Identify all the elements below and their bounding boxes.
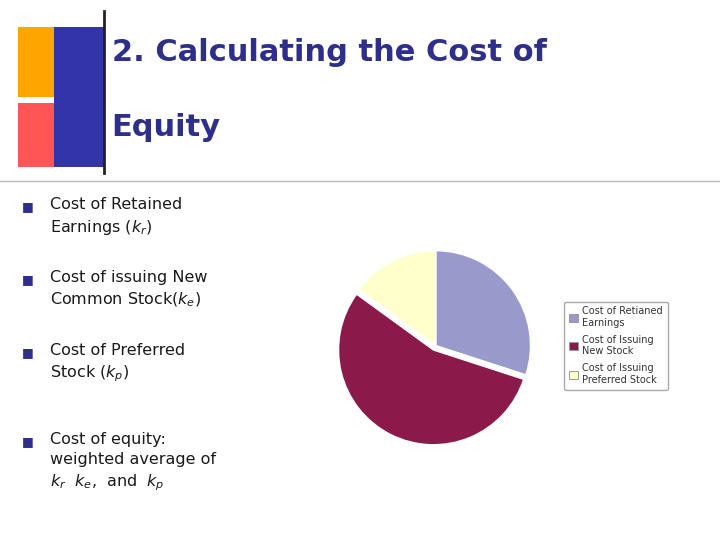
Text: Cost of Retained
Earnings ($k_r$): Cost of Retained Earnings ($k_r$) bbox=[50, 197, 183, 237]
Wedge shape bbox=[436, 251, 531, 375]
Text: Equity: Equity bbox=[112, 113, 221, 143]
Text: ■: ■ bbox=[22, 346, 33, 359]
Text: ■: ■ bbox=[22, 200, 33, 213]
Text: ■: ■ bbox=[22, 435, 33, 448]
Text: Cost of equity:
weighted average of
$k_r$  $k_e$,  and  $k_p$: Cost of equity: weighted average of $k_r… bbox=[50, 432, 217, 493]
Text: Cost of Preferred
Stock ($k_p$): Cost of Preferred Stock ($k_p$) bbox=[50, 343, 186, 384]
Wedge shape bbox=[338, 294, 524, 445]
Wedge shape bbox=[359, 251, 436, 346]
Text: Cost of issuing New
Common Stock($k_e$): Cost of issuing New Common Stock($k_e$) bbox=[50, 270, 208, 309]
Legend: Cost of Retianed
Earnings, Cost of Issuing
New Stock, Cost of Issuing
Preferred : Cost of Retianed Earnings, Cost of Issui… bbox=[564, 301, 668, 390]
Text: 2. Calculating the Cost of: 2. Calculating the Cost of bbox=[112, 38, 546, 67]
Text: ■: ■ bbox=[22, 273, 33, 286]
